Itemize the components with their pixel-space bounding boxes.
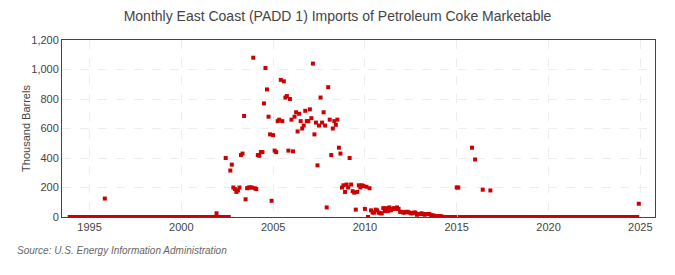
svg-text:2025: 2025 (628, 221, 652, 233)
svg-text:2000: 2000 (169, 221, 193, 233)
svg-text:0: 0 (53, 211, 59, 223)
svg-text:Monthly East Coast (PADD 1) Im: Monthly East Coast (PADD 1) Imports of P… (124, 8, 552, 24)
svg-text:1,000: 1,000 (31, 63, 59, 75)
svg-text:2020: 2020 (536, 221, 560, 233)
svg-text:2005: 2005 (261, 221, 285, 233)
svg-text:200: 200 (40, 181, 58, 193)
svg-text:1,200: 1,200 (31, 34, 59, 46)
svg-text:2015: 2015 (444, 221, 468, 233)
svg-text:Source: U.S. Energy Informatio: Source: U.S. Energy Information Administ… (17, 245, 227, 256)
svg-text:Thousand Barrels: Thousand Barrels (20, 85, 32, 172)
svg-text:2010: 2010 (353, 221, 377, 233)
svg-text:1995: 1995 (77, 221, 101, 233)
svg-text:600: 600 (40, 122, 58, 134)
svg-text:800: 800 (40, 93, 58, 105)
svg-text:400: 400 (40, 152, 58, 164)
